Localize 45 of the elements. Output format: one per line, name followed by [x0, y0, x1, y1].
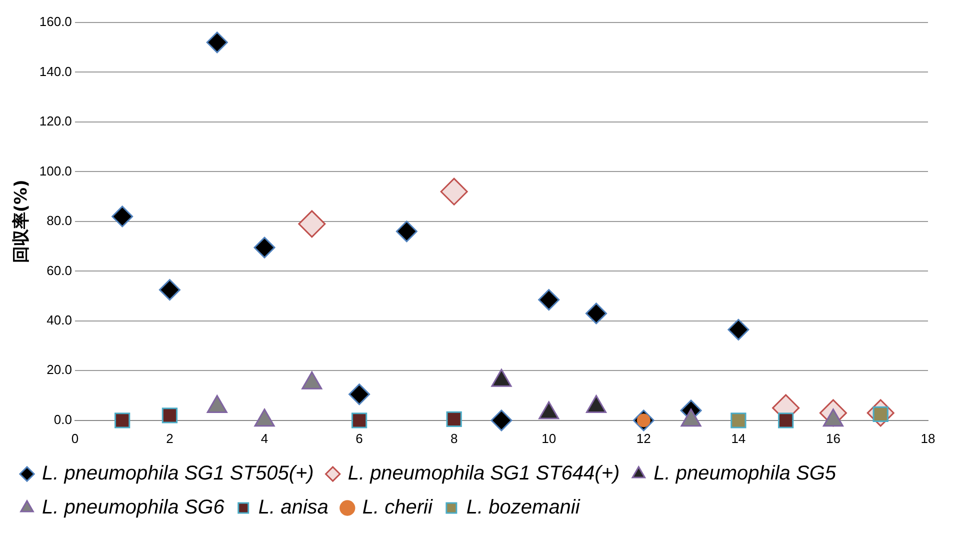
- x-tick-label: 0: [71, 430, 79, 446]
- point: [728, 318, 750, 340]
- x-tick-label: 16: [826, 430, 840, 446]
- point: [730, 412, 746, 428]
- x-tick-label: 8: [450, 430, 458, 446]
- legend-label: L. bozemanii: [466, 496, 580, 519]
- x-tick-label: 14: [731, 430, 746, 446]
- point: [158, 279, 180, 301]
- legend-label: L. pneumophila SG1 ST505(+): [42, 462, 314, 485]
- x-tick-label: 12: [636, 430, 651, 446]
- point: [254, 236, 276, 258]
- y-tick-label: 20.0: [46, 362, 72, 378]
- point: [298, 210, 326, 238]
- legend-label: L. anisa: [258, 496, 328, 519]
- y-tick-label: 120.0: [39, 114, 72, 129]
- point: [114, 412, 130, 428]
- y-tick-label: 0.0: [54, 412, 72, 427]
- x-tick-label: 4: [260, 430, 268, 446]
- y-axis-title: 回収率(%): [12, 180, 32, 264]
- legend-label: L. cherii: [362, 496, 433, 519]
- x-tick-label: 6: [356, 430, 363, 446]
- x-tick-label: 10: [542, 430, 556, 446]
- y-tick-label: 100.0: [39, 163, 72, 178]
- point: [538, 289, 560, 311]
- point: [440, 178, 468, 206]
- point: [351, 412, 368, 428]
- legend-label: L. pneumophila SG6: [42, 496, 226, 519]
- point: [586, 302, 607, 324]
- point: [778, 412, 794, 428]
- y-tick-label: 60.0: [46, 262, 72, 278]
- y-tick-label: 160.0: [39, 14, 72, 30]
- legend-label: L. pneumophila SG5: [654, 462, 837, 485]
- point: [206, 32, 228, 54]
- point: [348, 384, 370, 406]
- point: [446, 411, 462, 427]
- y-tick-label: 80.0: [46, 213, 72, 228]
- legend-label: L. pneumophila SG1 ST644(+): [348, 462, 620, 485]
- y-tick-label: 40.0: [46, 312, 72, 328]
- x-tick-label: 2: [166, 430, 174, 446]
- point: [162, 408, 178, 424]
- point: [112, 206, 134, 228]
- point: [396, 220, 418, 242]
- y-tick-label: 140.0: [39, 64, 72, 79]
- x-tick-label: 18: [920, 430, 936, 446]
- point: [490, 410, 512, 432]
